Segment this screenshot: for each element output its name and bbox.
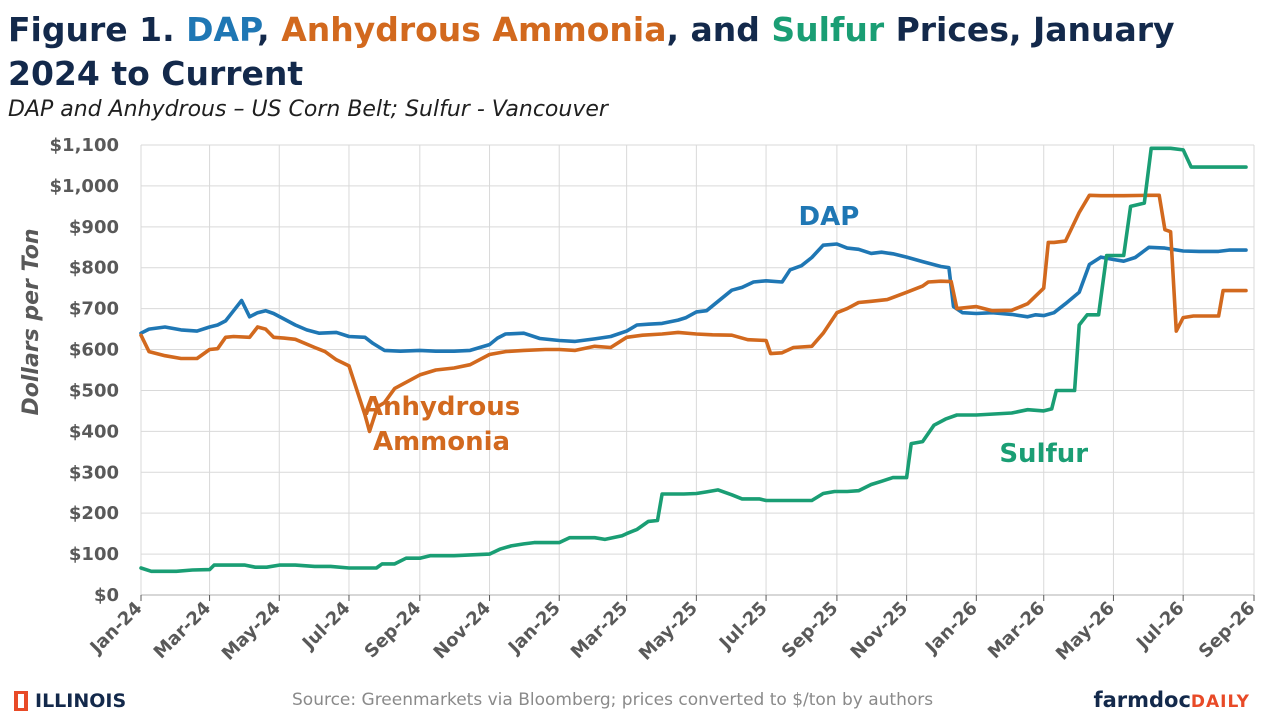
x-tick-label: Mar-24 [150, 598, 215, 663]
x-axis-ticks: Jan-24 Mar-24 May-24 Jul-24 Sep-24 Nov-24 Jan-… [85, 595, 1260, 665]
x-tick-label: May-25 [635, 598, 702, 665]
y-tick-label: $300 [69, 462, 119, 483]
y-tick-label: $0 [94, 585, 119, 606]
y-tick-label: $100 [69, 544, 119, 565]
title-dap: DAP [186, 10, 258, 49]
y-tick-label: $1,100 [50, 135, 119, 156]
y-tick-label: $600 [69, 340, 119, 361]
farmdoc-daily-logo: farmdocDAILY [1093, 688, 1250, 712]
x-tick-label: Mar-26 [984, 598, 1049, 663]
x-tick-label: Nov-25 [847, 598, 913, 664]
y-tick-label: $1,000 [50, 176, 119, 197]
chart-title: Figure 1. DAP, Anhydrous Ammonia, and Su… [8, 8, 1273, 96]
x-tick-label: Sep-24 [361, 598, 426, 663]
y-tick-label: $500 [69, 380, 119, 401]
illinois-block-i-icon [14, 691, 28, 711]
farmdoc-wordmark: farmdoc [1093, 688, 1191, 712]
y-tick-label: $200 [69, 503, 119, 524]
chart-subtitle: DAP and Anhydrous – US Corn Belt; Sulfur… [8, 97, 608, 122]
x-tick-label: Jan-25 [503, 598, 565, 660]
y-tick-label: $700 [69, 299, 119, 320]
title-suffix: Prices, January 2024 to Current [8, 10, 1175, 93]
x-tick-label: Jan-26 [920, 598, 982, 660]
x-tick-label: May-24 [218, 598, 285, 665]
y-tick-label: $900 [69, 217, 119, 238]
gridlines [140, 144, 1255, 596]
series-line-sulfur [139, 146, 1248, 574]
illinois-wordmark: ILLINOIS [35, 690, 127, 712]
series-lines [139, 146, 1248, 574]
series-line-anhydrous-ammonia [139, 193, 1248, 434]
x-tick-label: May-26 [1052, 598, 1119, 665]
illinois-logo: ILLINOIS [14, 690, 126, 712]
title-sulfur: Sulfur [771, 10, 885, 49]
y-tick-label: $800 [69, 258, 119, 279]
line-chart: $0 $100 $200 $300 $400 $500 $600 $700 $800 $900 $1… [19, 135, 1260, 665]
x-tick-label: Sep-26 [1195, 598, 1260, 663]
x-tick-label: Jul-25 [714, 598, 771, 655]
x-tick-label: Jul-26 [1131, 598, 1188, 655]
x-tick-label: Jul-24 [297, 598, 354, 655]
series-annotation: Anhydrous [363, 392, 520, 422]
daily-wordmark: DAILY [1190, 692, 1250, 712]
x-tick-label: Sep-25 [778, 598, 843, 663]
series-annotation: Sulfur [999, 439, 1088, 469]
series-annotation: Ammonia [373, 427, 510, 457]
title-anhydrous: Anhydrous Ammonia [281, 10, 667, 49]
x-tick-label: Jan-24 [85, 598, 147, 660]
source-note: Source: Greenmarkets via Bloomberg; pric… [292, 690, 934, 710]
y-axis-label: Dollars per Ton [19, 228, 44, 415]
title-comma: , [257, 10, 282, 49]
title-prefix: Figure 1. [8, 10, 187, 49]
title-and: , and [666, 10, 772, 49]
y-axis-ticks: $0 $100 $200 $300 $400 $500 $600 $700 $800 $900 $1… [50, 135, 119, 606]
y-tick-label: $400 [69, 421, 119, 442]
x-tick-label: Nov-24 [430, 598, 496, 664]
series-annotations: DAP Anhydrous Ammonia Sulfur [363, 202, 1088, 469]
series-line-dap [139, 242, 1248, 353]
series-annotation: DAP [799, 202, 860, 232]
x-tick-label: Mar-25 [567, 598, 632, 663]
